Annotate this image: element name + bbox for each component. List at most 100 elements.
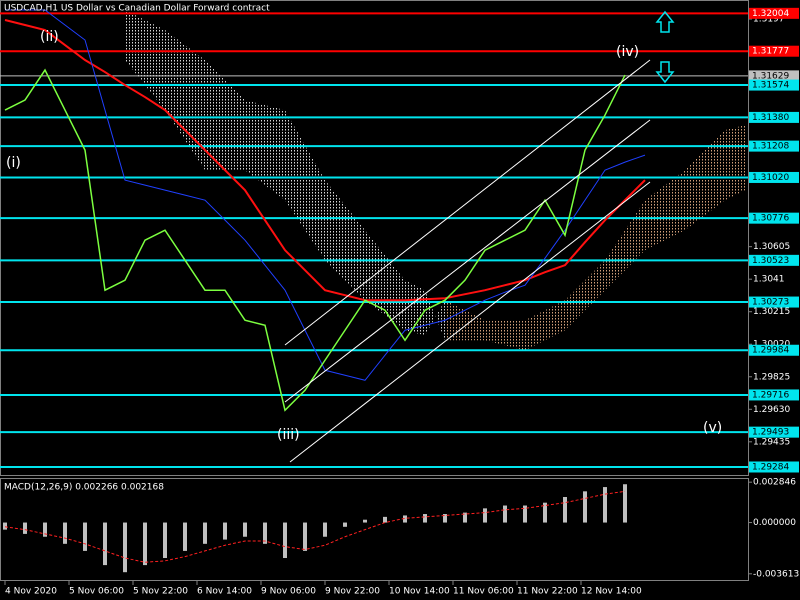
cloud-segment [125, 10, 145, 86]
level-label: 1.29984 [752, 346, 789, 356]
level-label: 1.31208 [752, 142, 789, 152]
level-label-bg [749, 212, 799, 224]
cloud-segment [385, 255, 405, 331]
x-tick-label: 11 Nov 22:00 [517, 587, 578, 597]
series-line [4, 68, 626, 412]
histogram-bar [3, 522, 7, 530]
level-label-bg [749, 171, 799, 183]
channel-line [284, 119, 651, 403]
cloud-segment [225, 80, 245, 171]
wave-label: (ii) [40, 29, 59, 45]
cloud-segment [365, 230, 385, 316]
level-label-bg [749, 7, 799, 19]
y-tick-label: -0.003613 [753, 569, 799, 579]
cloud-segment [305, 145, 325, 261]
y-tick-label: 1.29435 [753, 437, 790, 447]
x-tick-label: 9 Nov 06:00 [261, 587, 316, 597]
cloud-segment [585, 260, 605, 311]
cloud-segment [245, 100, 265, 186]
channel-line [284, 59, 651, 346]
cloud-segment [345, 205, 365, 301]
wave-label: (v) [703, 420, 722, 436]
cloud-segment [205, 60, 225, 171]
level-label: 1.31020 [752, 173, 789, 183]
level-label-bg [749, 111, 799, 123]
level-label: 1.30776 [752, 214, 789, 224]
histogram-bar [283, 522, 287, 559]
level-label: 1.31777 [752, 47, 789, 57]
y-tick-label: 1.3197 [753, 15, 785, 25]
histogram-bar [563, 497, 567, 523]
level-label-bg [749, 426, 799, 438]
histogram-bar [43, 522, 47, 537]
x-tick-label: 11 Nov 06:00 [453, 587, 514, 597]
level-label: 1.30273 [752, 298, 789, 308]
axes: 1.3197 1.30605 1.3041 1.30215 1.30020 1.29825… [4, 7, 799, 597]
cloud-segment [285, 110, 305, 231]
histogram-bar [403, 515, 407, 523]
y-tick-label: 1.3041 [753, 275, 785, 285]
histogram-bar [503, 505, 507, 523]
histogram-bar [583, 491, 587, 523]
cloud-segment [665, 170, 685, 241]
y-tick-label: 1.29825 [753, 372, 790, 382]
level-label: 1.31574 [752, 81, 789, 91]
histogram-bar [263, 522, 267, 544]
histogram-bar [603, 487, 607, 523]
histogram-bar [203, 522, 207, 544]
cloud-segment [465, 310, 485, 341]
histogram-bar [243, 522, 247, 537]
wave-label: (iii) [277, 427, 300, 443]
histogram-bar [223, 522, 227, 540]
series-line [5, 9, 646, 381]
y-tick-label: 0.002846 [753, 478, 796, 488]
chart-title: USDCAD,H1 US Dollar vs Canadian Dollar F… [4, 4, 270, 14]
y-tick-label: 0.000000 [753, 518, 796, 528]
histogram-bar [123, 522, 127, 573]
cloud-segment [565, 280, 585, 331]
cloud-segment [525, 310, 545, 351]
up-arrow [655, 10, 675, 33]
x-tick-label: 12 Nov 14:00 [581, 587, 642, 597]
x-tick-label: 5 Nov 06:00 [69, 587, 124, 597]
main-frame [0, 0, 749, 476]
level-label-bg [749, 461, 799, 473]
level-label: 1.29716 [752, 390, 789, 400]
histogram-bar [143, 522, 147, 566]
level-label: 1.29284 [752, 462, 789, 472]
histogram-bar [183, 522, 187, 551]
histogram-bar [83, 522, 87, 551]
histogram-bar [523, 505, 527, 523]
cloud-segment [685, 150, 705, 231]
series-line [4, 19, 646, 302]
histogram-bar [443, 514, 447, 523]
x-tick-label: 9 Nov 22:00 [325, 587, 380, 597]
cloud-segment [725, 125, 745, 201]
histogram-bar [163, 522, 167, 559]
histogram-bar [363, 519, 367, 523]
x-tick-label: 10 Nov 14:00 [389, 587, 450, 597]
level-label-bg [749, 389, 799, 401]
main-pane [0, 9, 748, 468]
histogram-bar [23, 522, 27, 534]
cloud-segment [405, 280, 425, 336]
cloud-segment [505, 320, 525, 351]
macd-title: MACD(12,26,9) 0.002266 0.002168 [4, 483, 164, 493]
histogram-bar [343, 522, 347, 527]
cloud-segment [705, 130, 725, 216]
histogram-bar [623, 484, 627, 523]
level-label-bg [749, 344, 799, 356]
level-label-bg [749, 70, 799, 82]
wave-label: (i) [6, 155, 21, 171]
level-label-bg [749, 140, 799, 152]
histogram-bar [303, 522, 307, 551]
level-label-bg [749, 79, 799, 91]
histogram-bar [103, 522, 107, 566]
x-tick-label: 5 Nov 22:00 [133, 587, 188, 597]
level-label: 1.29493 [752, 428, 789, 438]
level-label: 1.30523 [752, 256, 789, 266]
channel-line [289, 181, 651, 463]
histogram-bar [423, 514, 427, 523]
